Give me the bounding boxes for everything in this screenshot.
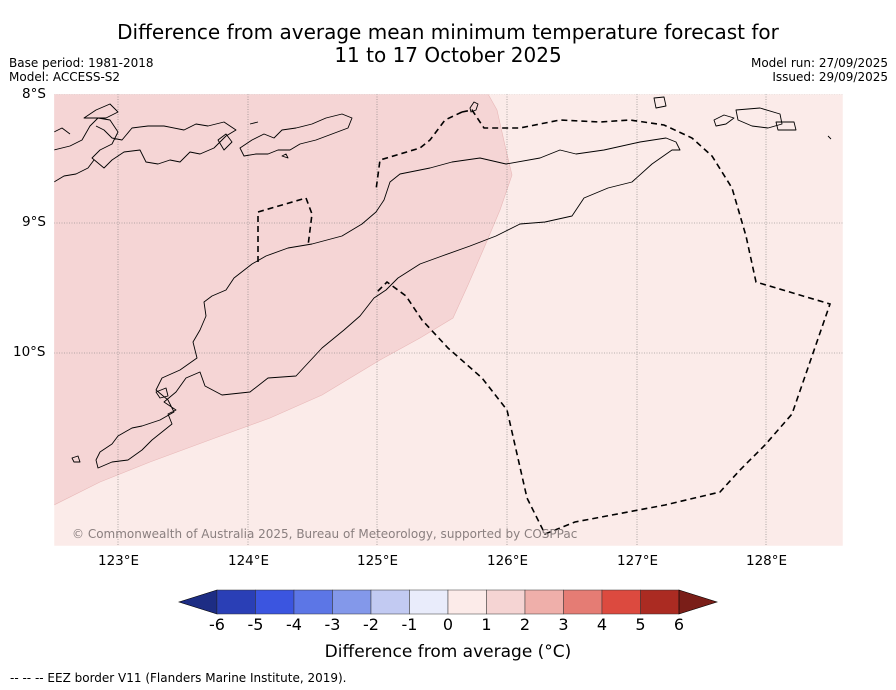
islet-1 (83, 103, 119, 119)
alor-island (239, 113, 353, 157)
colorbar-tick-label: -1 (401, 615, 418, 634)
colorbar (178, 589, 718, 615)
colorbar-segment (216, 589, 256, 615)
flores-coast (54, 117, 237, 169)
colorbar-tick-label: 6 (673, 615, 685, 634)
lon-label-128e: 128°E (746, 553, 788, 569)
title-line-2: 11 to 17 October 2025 (334, 43, 562, 67)
colorbar-tick-label: 1 (481, 615, 492, 634)
atauro-island (469, 101, 479, 113)
colorbar-label: Difference from average (°C) (324, 642, 572, 662)
colorbar-tick-label: 4 (596, 615, 608, 634)
colorbar-segment (255, 589, 295, 615)
timor-island (95, 137, 681, 469)
lon-label-125e: 125°E (357, 553, 399, 569)
rote-island (71, 455, 81, 463)
lat-label-10s: 10°S (13, 344, 46, 360)
eez-border (257, 109, 832, 536)
flores-coast-2 (54, 159, 95, 183)
colorbar-tick-label: -4 (286, 615, 302, 634)
colorbar-tick-label: 0 (442, 615, 454, 634)
lat-label-9s: 9°S (22, 214, 46, 230)
colorbar-segment (370, 589, 410, 615)
lon-label-126e: 126°E (487, 553, 529, 569)
colorbar-tick-label: -2 (363, 615, 379, 634)
colorbar-tick-label: 5 (635, 615, 646, 634)
colorbar-segment (640, 589, 680, 615)
issued-date: Issued: 29/09/2025 (772, 70, 888, 84)
model-name: Model: ACCESS-S2 (9, 70, 121, 84)
islet-2 (281, 153, 289, 159)
base-period: Base period: 1981-2018 (9, 56, 154, 70)
colorbar-tick-label: -6 (209, 615, 225, 634)
colorbar-segment (524, 589, 564, 615)
wetar-island (735, 107, 783, 129)
colorbar-tick-label: -3 (324, 615, 341, 634)
lon-label-127e: 127°E (617, 553, 659, 569)
colorbar-segment (332, 589, 372, 615)
colorbar-segment (409, 589, 449, 615)
colorbar-extend-low (178, 589, 218, 615)
coastlines (54, 96, 832, 469)
colorbar-tick-label: 3 (558, 615, 569, 634)
copyright-text: © Commonwealth of Australia 2025, Bureau… (72, 527, 577, 541)
small-island-4 (827, 135, 832, 140)
islet-3 (249, 121, 259, 125)
pantar-island (217, 133, 233, 151)
semau-island (155, 387, 169, 399)
colorbar-segment (601, 589, 641, 615)
colorbar-segment (447, 589, 487, 615)
colorbar-extend-high (678, 589, 718, 615)
eez-upper (375, 111, 463, 191)
lon-label-123e: 123°E (98, 553, 140, 569)
colorbar-segment (563, 589, 603, 615)
colorbar-tick-label: 2 (519, 615, 531, 634)
colorbar-tick-label: -5 (247, 615, 264, 634)
colorbar-segment (486, 589, 526, 615)
colorbar-segment (293, 589, 333, 615)
eez-timor-leste (375, 109, 832, 536)
eez-legend-note: -- -- -- EEZ border V11 (Flanders Marine… (10, 671, 347, 685)
small-island-3 (775, 121, 797, 131)
eez-oecusse (257, 197, 313, 262)
title-line-1: Difference from average mean minimum tem… (117, 20, 779, 44)
map-frame (53, 93, 844, 547)
lat-label-8s: 8°S (22, 86, 46, 102)
region-1-to-2 (54, 94, 513, 506)
model-run: Model run: 27/09/2025 (750, 56, 888, 70)
small-island-1 (653, 96, 667, 109)
small-island-2 (713, 114, 735, 127)
islet-4 (54, 127, 71, 135)
lon-label-124e: 124°E (228, 553, 270, 569)
gridlines (54, 94, 843, 546)
